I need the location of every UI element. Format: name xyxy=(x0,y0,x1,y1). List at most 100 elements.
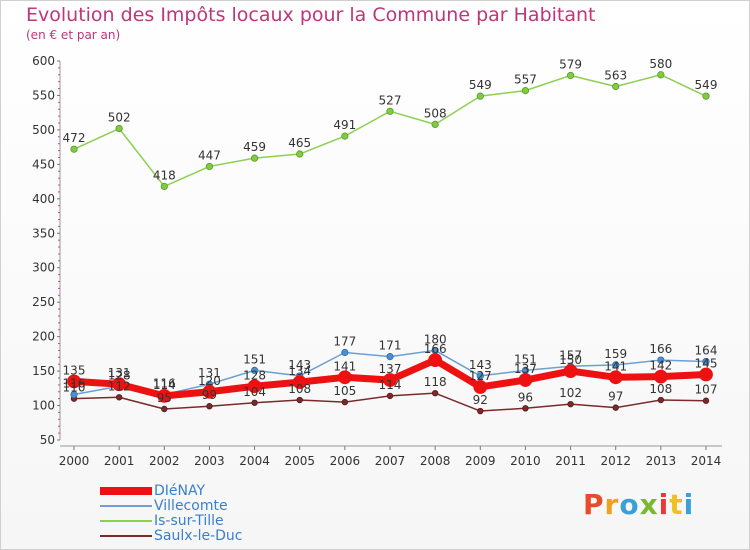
legend-swatch xyxy=(100,520,152,522)
legend-label: Is-sur-Tille xyxy=(154,513,224,529)
data-point-is-sur-tille xyxy=(431,120,439,128)
data-label-is-sur-tille: 563 xyxy=(604,68,627,82)
data-label-is-sur-tille: 418 xyxy=(153,168,176,182)
data-label-is-sur-tille: 549 xyxy=(469,78,492,92)
x-tick-label: 2004 xyxy=(239,454,270,468)
data-label-saulx-le-duc: 110 xyxy=(63,381,86,395)
data-label-is-sur-tille: 557 xyxy=(514,73,537,87)
data-point-saulx-le-duc xyxy=(251,399,258,406)
x-tick-label: 2007 xyxy=(375,454,406,468)
data-point-dienay xyxy=(337,370,352,385)
legend-item-is-sur-tille: Is-sur-Tille xyxy=(100,514,242,529)
data-point-dienay xyxy=(608,370,623,385)
data-label-saulx-le-duc: 104 xyxy=(243,385,266,399)
data-point-saulx-le-duc xyxy=(567,400,574,408)
data-label-dienay: 137 xyxy=(514,362,537,376)
data-point-is-sur-tille xyxy=(341,132,349,140)
data-label-villecomte: 143 xyxy=(288,358,311,372)
data-label-is-sur-tille: 472 xyxy=(63,131,86,145)
data-point-saulx-le-duc xyxy=(115,394,123,401)
data-point-is-sur-tille xyxy=(386,107,394,115)
data-point-saulx-le-duc xyxy=(296,396,303,404)
data-point-villecomte xyxy=(341,348,349,357)
logo-letter: t xyxy=(669,488,684,521)
y-tick-label: 250 xyxy=(32,295,55,309)
data-label-is-sur-tille: 465 xyxy=(288,136,311,150)
data-point-is-sur-tille xyxy=(70,145,78,153)
y-tick-label: 550 xyxy=(32,88,55,102)
data-point-is-sur-tille xyxy=(476,92,484,100)
y-tick-label: 350 xyxy=(32,226,55,240)
data-point-is-sur-tille xyxy=(160,182,168,191)
data-point-is-sur-tille xyxy=(702,92,710,100)
data-point-villecomte xyxy=(657,356,665,364)
data-point-saulx-le-duc xyxy=(522,405,529,412)
data-point-villecomte xyxy=(702,357,710,366)
data-label-saulx-le-duc: 95 xyxy=(157,391,172,405)
data-label-villecomte: 143 xyxy=(469,358,492,372)
logo-letter: i xyxy=(658,488,670,521)
data-label-villecomte: 166 xyxy=(649,342,672,356)
data-point-dienay xyxy=(383,373,397,387)
data-label-saulx-le-duc: 118 xyxy=(424,375,447,389)
legend-label: DIéNAY xyxy=(154,483,206,499)
data-label-saulx-le-duc: 97 xyxy=(608,390,623,404)
logo-letter: x xyxy=(639,488,659,521)
data-label-saulx-le-duc: 92 xyxy=(473,393,488,407)
data-label-villecomte: 116 xyxy=(153,377,176,391)
y-tick-label: 100 xyxy=(32,399,55,413)
x-tick-label: 2000 xyxy=(59,454,90,468)
data-point-dienay xyxy=(247,379,262,394)
logo-letter: r xyxy=(604,488,620,521)
x-tick-label: 2001 xyxy=(104,454,135,468)
data-point-dienay xyxy=(157,388,172,403)
data-point-is-sur-tille xyxy=(115,124,123,133)
data-label-villecomte: 159 xyxy=(604,347,627,361)
y-tick-label: 450 xyxy=(32,157,55,171)
data-label-villecomte: 151 xyxy=(514,352,537,366)
data-point-dienay xyxy=(67,374,81,389)
data-point-is-sur-tille xyxy=(521,87,530,95)
data-label-is-sur-tille: 549 xyxy=(695,78,718,92)
chart-subtitle: (en € et par an) xyxy=(26,28,121,42)
x-tick-label: 2012 xyxy=(600,454,631,468)
data-label-is-sur-tille: 459 xyxy=(243,140,266,154)
data-label-dienay: 141 xyxy=(604,359,627,373)
data-label-is-sur-tille: 580 xyxy=(649,57,672,71)
data-label-dienay: 131 xyxy=(108,366,131,380)
legend-label: Villecomte xyxy=(154,498,228,514)
data-point-is-sur-tille xyxy=(612,82,620,91)
y-tick-label: 300 xyxy=(32,261,55,275)
legend-swatch xyxy=(100,535,152,537)
data-label-villecomte: 171 xyxy=(379,339,402,353)
data-point-saulx-le-duc xyxy=(341,398,349,406)
data-point-dienay xyxy=(653,369,668,384)
data-label-villecomte: 164 xyxy=(695,343,718,357)
data-label-villecomte: 131 xyxy=(198,366,221,380)
data-label-dienay: 134 xyxy=(288,364,311,378)
data-point-villecomte xyxy=(70,390,78,399)
data-label-saulx-le-duc: 99 xyxy=(202,388,217,402)
data-point-dienay xyxy=(473,380,488,394)
data-point-is-sur-tille xyxy=(250,154,259,162)
x-tick-label: 2006 xyxy=(330,454,361,468)
data-point-is-sur-tille xyxy=(657,71,665,79)
y-tick-label: 500 xyxy=(32,123,55,137)
data-label-is-sur-tille: 508 xyxy=(424,106,447,120)
data-point-saulx-le-duc xyxy=(657,396,665,404)
data-point-saulx-le-duc xyxy=(612,404,619,411)
data-label-dienay: 142 xyxy=(649,359,672,373)
data-point-saulx-le-duc xyxy=(206,403,213,410)
data-label-saulx-le-duc: 114 xyxy=(379,378,402,392)
x-tick-label: 2011 xyxy=(555,454,586,468)
legend-swatch xyxy=(100,487,152,495)
proxiti-logo: Proxiti xyxy=(583,488,694,521)
chart-title: Evolution des Impôts locaux pour la Comm… xyxy=(26,4,596,26)
data-label-dienay: 137 xyxy=(379,362,402,376)
legend-swatch xyxy=(100,505,152,507)
data-point-villecomte xyxy=(476,372,484,380)
data-point-dienay xyxy=(202,384,217,399)
data-label-dienay: 128 xyxy=(243,368,266,382)
data-point-is-sur-tille xyxy=(205,162,214,171)
